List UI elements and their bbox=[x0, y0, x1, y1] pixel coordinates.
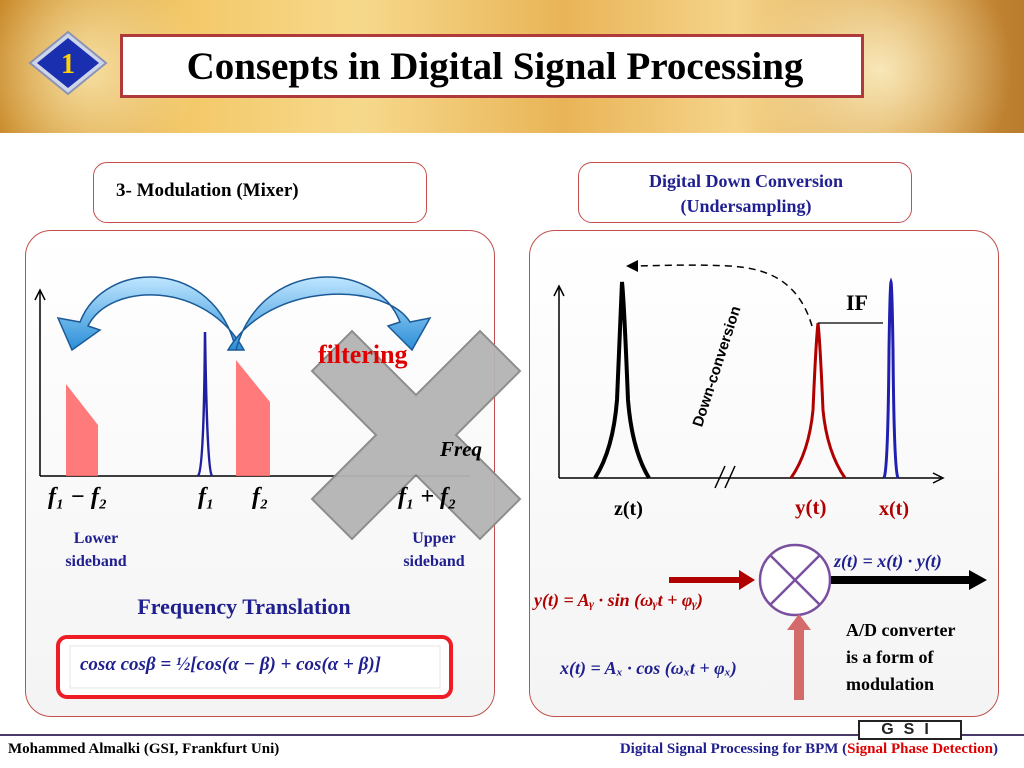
ad-note-line2: is a form of bbox=[846, 647, 934, 667]
right-heading-line2: (Undersampling) bbox=[680, 196, 812, 216]
page-title: Consepts in Digital Signal Processing bbox=[186, 45, 804, 88]
z-label: z(t) bbox=[614, 498, 643, 520]
footer-course-prefix: Digital Signal Processing for BPM ( bbox=[619, 741, 848, 757]
trig-identity-formula: cosα cosβ = ½[cos(α − β) + cos(α + β)] bbox=[80, 654, 381, 675]
right-heading-line1: Digital Down Conversion bbox=[648, 171, 843, 191]
tick-label-f1-minus-f2: f₁ − f₂ bbox=[48, 484, 108, 510]
tick-label-f2: f₂ bbox=[252, 484, 269, 510]
left-heading: 3- Modulation (Mixer) bbox=[116, 180, 299, 201]
frequency-translation-label: Frequency Translation bbox=[137, 594, 351, 619]
slide-number: 1 bbox=[61, 49, 75, 80]
cross-out-icon bbox=[310, 329, 522, 541]
down-conversion-diagram bbox=[553, 259, 987, 700]
x-input-arrow bbox=[787, 614, 811, 700]
left-heading-box: 3- Modulation (Mixer) bbox=[93, 162, 427, 223]
y-label: y(t) bbox=[795, 495, 827, 519]
ad-note-line1: A/D converter bbox=[846, 620, 956, 640]
x-spectrum-peak bbox=[882, 277, 900, 479]
tick-label-f1: f₁ bbox=[198, 484, 215, 510]
right-heading-box: Digital Down Conversion (Undersampling) bbox=[578, 162, 912, 223]
title-box: Consepts in Digital Signal Processing bbox=[120, 34, 864, 98]
lower-sideband-label-line1: Lower bbox=[73, 530, 119, 547]
y-input-arrow bbox=[669, 570, 755, 590]
gsi-logo: GSI bbox=[858, 720, 962, 740]
footer-course-suffix: ) bbox=[993, 741, 998, 757]
slide-number-badge: 1 bbox=[28, 30, 108, 96]
curved-arrow-right bbox=[226, 276, 432, 352]
z-equation: z(t) = x(t) · y(t) bbox=[834, 551, 942, 571]
filtering-label: filtering bbox=[318, 340, 408, 369]
freq-axis-label: Freq bbox=[440, 437, 482, 461]
spectrum-axes-right bbox=[553, 284, 945, 489]
upper-sideband-label-line2: sideband bbox=[403, 553, 465, 570]
ad-note-line3: modulation bbox=[846, 674, 935, 694]
down-conversion-arrow bbox=[626, 259, 813, 327]
footer-course: Digital Signal Processing for BPM (Signa… bbox=[620, 741, 998, 758]
mixer-icon bbox=[758, 543, 832, 617]
upper-sideband-label-line1: Upper bbox=[412, 530, 456, 547]
down-conversion-panel bbox=[529, 230, 999, 717]
upper-sideband-shape bbox=[236, 360, 270, 476]
z-spectrum-peak bbox=[593, 281, 651, 480]
footer-divider bbox=[0, 734, 1024, 736]
curved-arrow-left bbox=[56, 276, 246, 352]
if-label: IF bbox=[846, 290, 868, 315]
y-spectrum-peak bbox=[789, 322, 847, 479]
lower-sideband-shape bbox=[66, 384, 98, 476]
gsi-logo-text: GSI bbox=[881, 721, 939, 738]
footer-author: Mohammed Almalki (GSI, Frankfurt Uni) bbox=[8, 741, 280, 757]
z-output-arrow bbox=[831, 570, 987, 590]
lower-sideband-label-line2: sideband bbox=[65, 553, 127, 570]
carrier-spike bbox=[196, 331, 214, 477]
footer-course-highlight: Signal Phase Detection bbox=[847, 741, 993, 757]
tick-label-f1-plus-f2: f₁ + f₂ bbox=[398, 484, 457, 510]
y-equation: y(t) = Aᵧ · sin (ωᵧt + φᵧ) bbox=[534, 590, 703, 610]
x-equation: x(t) = Aₓ · cos (ωₓt + φₓ) bbox=[560, 658, 737, 678]
x-label: x(t) bbox=[879, 498, 909, 520]
